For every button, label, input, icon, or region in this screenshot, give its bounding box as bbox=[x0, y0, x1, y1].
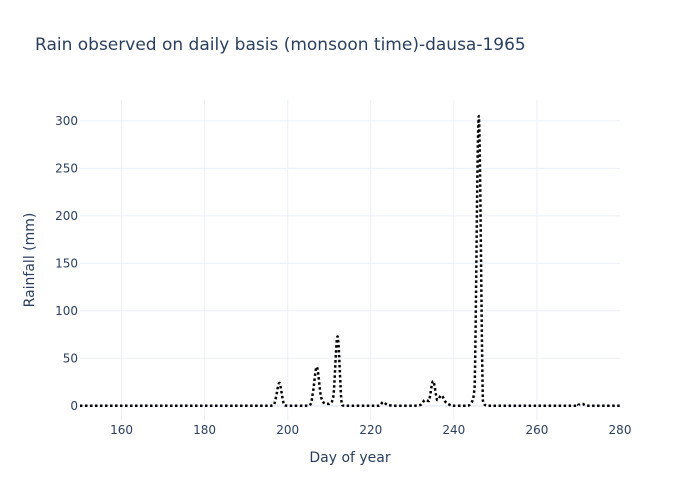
x-tick-label: 180 bbox=[193, 423, 216, 437]
y-tick-label: 300 bbox=[55, 114, 78, 128]
y-tick-label: 50 bbox=[63, 351, 78, 365]
x-tick-label: 260 bbox=[525, 423, 548, 437]
x-axis-title: Day of year bbox=[309, 450, 391, 466]
x-tick-label: 160 bbox=[110, 423, 133, 437]
x-tick-label: 200 bbox=[276, 423, 299, 437]
y-tick-label: 250 bbox=[55, 161, 78, 175]
x-tick-label: 220 bbox=[359, 423, 382, 437]
rainfall-line bbox=[80, 114, 620, 408]
y-tick-label: 200 bbox=[55, 209, 78, 223]
x-tick-label: 240 bbox=[442, 423, 465, 437]
plot-area bbox=[80, 114, 620, 408]
chart-title: Rain observed on daily basis (monsoon ti… bbox=[35, 35, 526, 55]
y-axis-title: Rainfall (mm) bbox=[22, 213, 38, 308]
y-tick-label: 100 bbox=[55, 304, 78, 318]
gridlines bbox=[80, 100, 620, 420]
x-tick-label: 280 bbox=[609, 423, 632, 437]
y-tick-label: 150 bbox=[55, 256, 78, 270]
y-tick-label: 0 bbox=[70, 399, 78, 413]
tick-labels: 160 180 200 220 240 260 280 0 50 100 150 200 250 300 bbox=[55, 114, 631, 437]
